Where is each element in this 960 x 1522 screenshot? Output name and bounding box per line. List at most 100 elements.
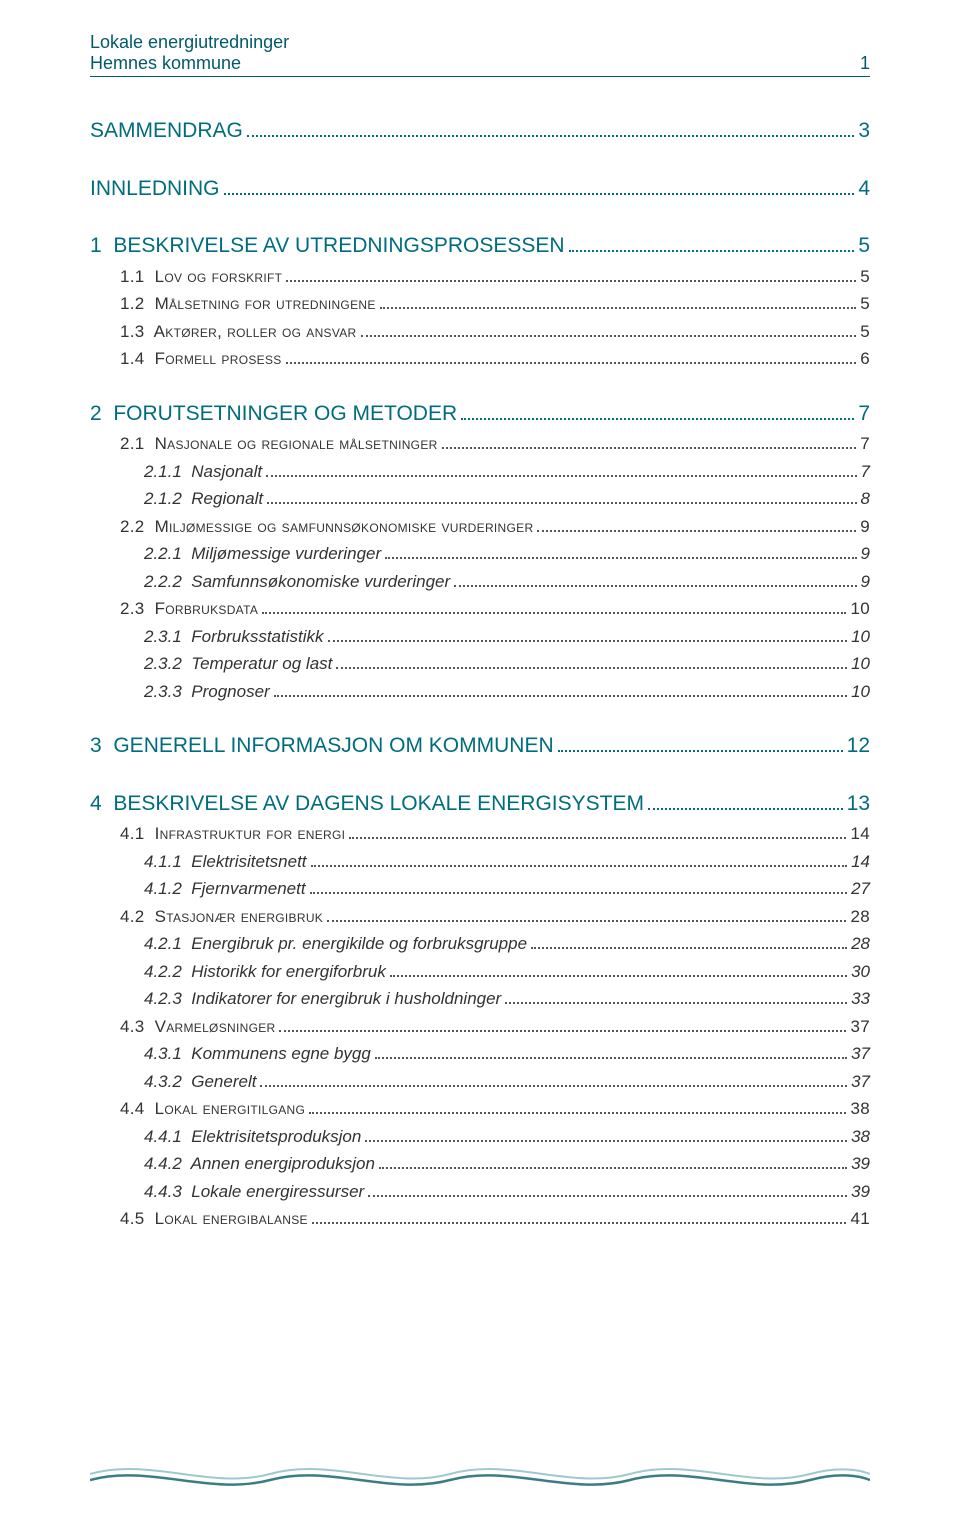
header-title-2: Hemnes kommune [90, 53, 241, 74]
toc-entry-title: 2.3.1 Forbruksstatistikk [144, 624, 324, 650]
toc-dot-leader [537, 530, 856, 532]
toc-dot-leader [262, 612, 846, 614]
toc-entry-title: 4.3.1 Kommunens egne bygg [144, 1041, 371, 1067]
toc-dot-leader [349, 837, 846, 839]
toc-dot-leader [286, 362, 857, 364]
toc-entry-title: 2 FORUTSETNINGER OG METODER [90, 398, 457, 430]
toc-entry-page: 5 [860, 319, 870, 345]
header-row: Hemnes kommune 1 [90, 53, 870, 77]
toc-entry: 2.2.2 Samfunnsøkonomiske vurderinger9 [90, 569, 870, 595]
toc-entry-page: 5 [860, 264, 870, 290]
toc-entry-page: 9 [860, 514, 870, 540]
toc-entry-page: 37 [851, 1069, 870, 1095]
toc-entry-page: 10 [851, 651, 870, 677]
toc-entry-title: 1.4 Formell prosess [120, 346, 282, 372]
toc-entry-title: 4.3 Varmeløsninger [120, 1014, 275, 1040]
toc-dot-leader [375, 1057, 847, 1059]
toc-entry: 1.2 Målsetning for utredningene 5 [90, 291, 870, 317]
toc-entry-page: 37 [851, 1041, 870, 1067]
toc-entry-page: 7 [858, 398, 870, 430]
toc-entry-title: 4.4.1 Elektrisitetsproduksjon [144, 1124, 361, 1150]
toc-dot-leader [328, 640, 848, 642]
toc-entry-page: 33 [851, 986, 870, 1012]
toc-dot-leader [361, 335, 857, 337]
toc-dot-leader [569, 250, 855, 252]
toc-entry-page: 27 [851, 876, 870, 902]
toc-entry-page: 38 [851, 1124, 870, 1150]
toc-dot-leader [379, 1167, 847, 1169]
toc-entry: INNLEDNING4 [90, 173, 870, 205]
toc-entry: 2.3.1 Forbruksstatistikk 10 [90, 624, 870, 650]
toc-entry-title: 2.3.3 Prognoser [144, 679, 270, 705]
toc-entry-title: 4.1.2 Fjernvarmenett [144, 876, 306, 902]
toc-entry-title: 4.4.2 Annen energiproduksjon [144, 1151, 375, 1177]
toc-entry-page: 8 [861, 486, 870, 512]
toc-entry: 4.1.1 Elektrisitetsnett14 [90, 849, 870, 875]
toc-entry-title: 2.2 Miljømessige og samfunnsøkonomiske v… [120, 514, 533, 540]
toc-dot-leader [327, 920, 846, 922]
toc-entry-title: 2.1 Nasjonale og regionale målsetninger [120, 431, 438, 457]
toc-dot-leader [454, 585, 856, 587]
toc-entry: 4 BESKRIVELSE AV DAGENS LOKALE ENERGISYS… [90, 788, 870, 820]
toc-dot-leader [267, 502, 856, 504]
toc-entry: 4.5 Lokal energibalanse41 [90, 1206, 870, 1232]
toc-entry-title: 4.2.3 Indikatorer for energibruk i husho… [144, 986, 501, 1012]
toc-dot-leader [380, 307, 857, 309]
toc-entry: 2.3 Forbruksdata10 [90, 596, 870, 622]
footer-wave-icon [90, 1452, 870, 1492]
toc-dot-leader [310, 892, 848, 894]
toc-dot-leader [224, 193, 855, 195]
toc-dot-leader [390, 975, 847, 977]
toc-entry: 2 FORUTSETNINGER OG METODER 7 [90, 398, 870, 430]
toc-entry-page: 10 [851, 624, 870, 650]
toc-entry-title: 4.1 Infrastruktur for energi [120, 821, 345, 847]
toc-entry-page: 10 [851, 679, 870, 705]
toc-dot-leader [312, 1222, 847, 1224]
toc-entry-title: 2.3.2 Temperatur og last [144, 651, 332, 677]
toc-entry-page: 28 [850, 904, 870, 930]
toc-dot-leader [442, 447, 857, 449]
toc-entry-title: 4.2.1 Energibruk pr. energikilde og forb… [144, 931, 527, 957]
toc-entry-page: 5 [860, 291, 870, 317]
toc-entry: 2.2.1 Miljømessige vurderinger9 [90, 541, 870, 567]
toc-entry: 4.3 Varmeløsninger 37 [90, 1014, 870, 1040]
toc-entry: 4.2 Stasjonær energibruk 28 [90, 904, 870, 930]
toc-entry: 2.3.3 Prognoser 10 [90, 679, 870, 705]
toc-entry: 2.1.1 Nasjonalt 7 [90, 459, 870, 485]
toc-dot-leader [309, 1112, 846, 1114]
toc-entry: 4.4.1 Elektrisitetsproduksjon 38 [90, 1124, 870, 1150]
toc-entry: 4.2.1 Energibruk pr. energikilde og forb… [90, 931, 870, 957]
toc-entry-title: 1 BESKRIVELSE AV UTREDNINGSPROSESSEN [90, 230, 565, 262]
toc-entry-title: 2.3 Forbruksdata [120, 596, 258, 622]
toc-entry: 2.2 Miljømessige og samfunnsøkonomiske v… [90, 514, 870, 540]
toc-entry-page: 7 [861, 459, 870, 485]
toc-entry: 2.1.2 Regionalt8 [90, 486, 870, 512]
toc-entry: 4.1.2 Fjernvarmenett 27 [90, 876, 870, 902]
toc-entry-title: 2.1.1 Nasjonalt [144, 459, 262, 485]
toc-entry: 4.4 Lokal energitilgang38 [90, 1096, 870, 1122]
toc-entry-title: 2.2.1 Miljømessige vurderinger [144, 541, 381, 567]
toc-entry: 4.3.1 Kommunens egne bygg 37 [90, 1041, 870, 1067]
toc-entry: 4.3.2 Generelt37 [90, 1069, 870, 1095]
toc-dot-leader [311, 865, 848, 867]
toc-dot-leader [648, 808, 843, 810]
toc-entry-title: SAMMENDRAG [90, 115, 243, 147]
toc-entry: 1 BESKRIVELSE AV UTREDNINGSPROSESSEN 5 [90, 230, 870, 262]
toc-entry-title: 1.2 Målsetning for utredningene [120, 291, 376, 317]
toc-entry-title: 4.2 Stasjonær energibruk [120, 904, 323, 930]
toc-entry-page: 5 [858, 230, 870, 262]
toc-dot-leader [461, 418, 854, 420]
toc-entry-page: 37 [850, 1014, 870, 1040]
toc-entry-page: 39 [851, 1151, 870, 1177]
table-of-contents: SAMMENDRAG3INNLEDNING41 BESKRIVELSE AV U… [90, 115, 870, 1232]
page-header: Lokale energiutredninger Hemnes kommune … [90, 32, 870, 77]
toc-entry-title: 4.4.3 Lokale energiressurser [144, 1179, 364, 1205]
toc-entry-page: 38 [850, 1096, 870, 1122]
toc-dot-leader [385, 557, 856, 559]
toc-entry: 4.2.2 Historikk for energiforbruk30 [90, 959, 870, 985]
toc-entry-page: 39 [851, 1179, 870, 1205]
toc-entry-title: 1.3 Aktører, roller og ansvar [120, 319, 357, 345]
header-title-1: Lokale energiutredninger [90, 32, 870, 53]
toc-entry-page: 41 [850, 1206, 870, 1232]
toc-entry-page: 6 [860, 346, 870, 372]
